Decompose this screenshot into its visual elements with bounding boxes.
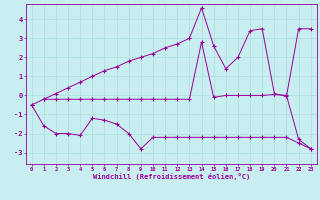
X-axis label: Windchill (Refroidissement éolien,°C): Windchill (Refroidissement éolien,°C) [92, 173, 250, 180]
